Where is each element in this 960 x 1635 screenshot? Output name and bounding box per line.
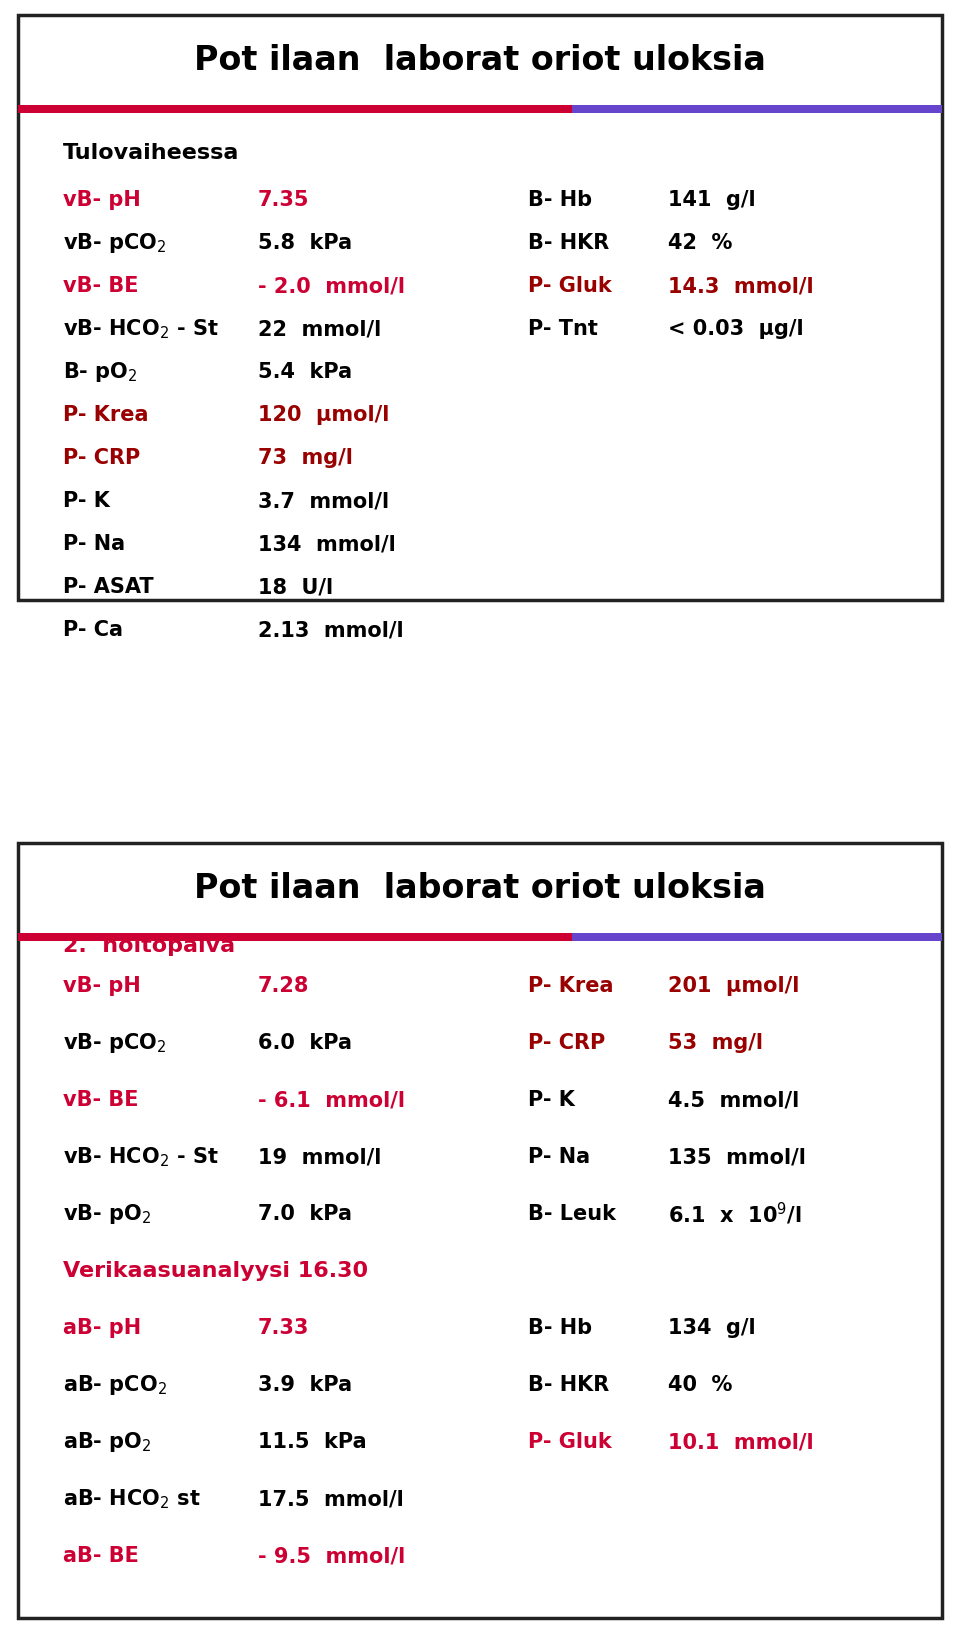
Text: 135  mmol/l: 135 mmol/l (668, 1148, 805, 1167)
Text: 22  mmol/l: 22 mmol/l (258, 319, 381, 338)
Text: 3.9  kPa: 3.9 kPa (258, 1375, 352, 1395)
Text: 7.35: 7.35 (258, 190, 309, 209)
Text: - 2.0  mmol/l: - 2.0 mmol/l (258, 276, 405, 296)
Text: 7.33: 7.33 (258, 1318, 309, 1337)
Text: 6.0  kPa: 6.0 kPa (258, 1033, 352, 1053)
Text: 2.13  mmol/l: 2.13 mmol/l (258, 620, 403, 639)
Text: vB- BE: vB- BE (63, 276, 138, 296)
Text: Pot ilaan  laborat oriot uloksia: Pot ilaan laborat oriot uloksia (194, 44, 766, 77)
Text: 134  mmol/l: 134 mmol/l (258, 535, 396, 554)
Text: P- Na: P- Na (528, 1148, 590, 1167)
Text: P- Gluk: P- Gluk (528, 1432, 612, 1452)
Text: aB- pH: aB- pH (63, 1318, 141, 1337)
Text: aB- HCO$_{2}$ st: aB- HCO$_{2}$ st (63, 1488, 201, 1511)
Text: 3.7  mmol/l: 3.7 mmol/l (258, 490, 389, 512)
Text: vB- pCO$_{2}$: vB- pCO$_{2}$ (63, 231, 166, 255)
Text: P- Gluk: P- Gluk (528, 276, 612, 296)
Bar (18, 934, 572, 942)
Text: P- K: P- K (63, 490, 109, 512)
Text: < 0.03  μg/l: < 0.03 μg/l (668, 319, 804, 338)
Text: B- Leuk: B- Leuk (528, 1203, 616, 1225)
Text: 2.  hoitopäivä: 2. hoitopäivä (63, 935, 235, 956)
Text: P- Na: P- Na (63, 535, 125, 554)
Text: B- HKR: B- HKR (528, 1375, 610, 1395)
Bar (18, 105, 572, 113)
Text: vB- HCO$_{2}$ - St: vB- HCO$_{2}$ - St (63, 317, 219, 340)
Text: vB- pH: vB- pH (63, 976, 141, 996)
Text: 7.0  kPa: 7.0 kPa (258, 1203, 352, 1225)
Text: - 9.5  mmol/l: - 9.5 mmol/l (258, 1547, 405, 1566)
Text: Pot ilaan  laborat oriot uloksia: Pot ilaan laborat oriot uloksia (194, 871, 766, 904)
Text: vB- pCO$_{2}$: vB- pCO$_{2}$ (63, 1032, 166, 1055)
Text: 201  μmol/l: 201 μmol/l (668, 976, 800, 996)
Text: B- Hb: B- Hb (528, 1318, 592, 1337)
Text: B- Hb: B- Hb (528, 190, 592, 209)
Text: B- pO$_{2}$: B- pO$_{2}$ (63, 360, 137, 384)
Bar (572, 105, 942, 113)
Text: 40  %: 40 % (668, 1375, 732, 1395)
Text: aB- BE: aB- BE (63, 1547, 139, 1566)
Text: 73  mg/l: 73 mg/l (258, 448, 353, 468)
Text: 5.8  kPa: 5.8 kPa (258, 234, 352, 253)
Text: B- HKR: B- HKR (528, 234, 610, 253)
Text: 6.1  x  10$^{9}$/l: 6.1 x 10$^{9}$/l (668, 1200, 802, 1228)
Text: P- K: P- K (528, 1091, 575, 1110)
Text: vB- pO$_{2}$: vB- pO$_{2}$ (63, 1202, 152, 1226)
Text: 14.3  mmol/l: 14.3 mmol/l (668, 276, 814, 296)
Text: 10.1  mmol/l: 10.1 mmol/l (668, 1432, 814, 1452)
Text: 4.5  mmol/l: 4.5 mmol/l (668, 1091, 800, 1110)
Text: 134  g/l: 134 g/l (668, 1318, 756, 1337)
Text: vB- HCO$_{2}$ - St: vB- HCO$_{2}$ - St (63, 1144, 219, 1169)
Text: P- CRP: P- CRP (528, 1033, 605, 1053)
Text: 120  μmol/l: 120 μmol/l (258, 405, 390, 425)
Text: P- Krea: P- Krea (528, 976, 613, 996)
Text: 5.4  kPa: 5.4 kPa (258, 361, 352, 383)
Text: 19  mmol/l: 19 mmol/l (258, 1148, 381, 1167)
Text: 18  U/l: 18 U/l (258, 577, 333, 597)
Text: Verikaasuanalyysi 16.30: Verikaasuanalyysi 16.30 (63, 1261, 368, 1280)
Text: Tulovaiheessa: Tulovaiheessa (63, 142, 239, 164)
Text: aB- pCO$_{2}$: aB- pCO$_{2}$ (63, 1373, 167, 1396)
Text: P- Tnt: P- Tnt (528, 319, 598, 338)
Text: P- Krea: P- Krea (63, 405, 149, 425)
Text: 53  mg/l: 53 mg/l (668, 1033, 763, 1053)
Text: 7.28: 7.28 (258, 976, 309, 996)
Text: vB- pH: vB- pH (63, 190, 141, 209)
Text: 141  g/l: 141 g/l (668, 190, 756, 209)
Text: vB- BE: vB- BE (63, 1091, 138, 1110)
Text: aB- pO$_{2}$: aB- pO$_{2}$ (63, 1431, 152, 1454)
Text: P- Ca: P- Ca (63, 620, 123, 639)
Text: - 6.1  mmol/l: - 6.1 mmol/l (258, 1091, 405, 1110)
Text: P- CRP: P- CRP (63, 448, 140, 468)
Bar (572, 934, 942, 942)
Text: 11.5  kPa: 11.5 kPa (258, 1432, 367, 1452)
Text: 17.5  mmol/l: 17.5 mmol/l (258, 1489, 404, 1509)
Text: P- ASAT: P- ASAT (63, 577, 154, 597)
Text: 42  %: 42 % (668, 234, 732, 253)
